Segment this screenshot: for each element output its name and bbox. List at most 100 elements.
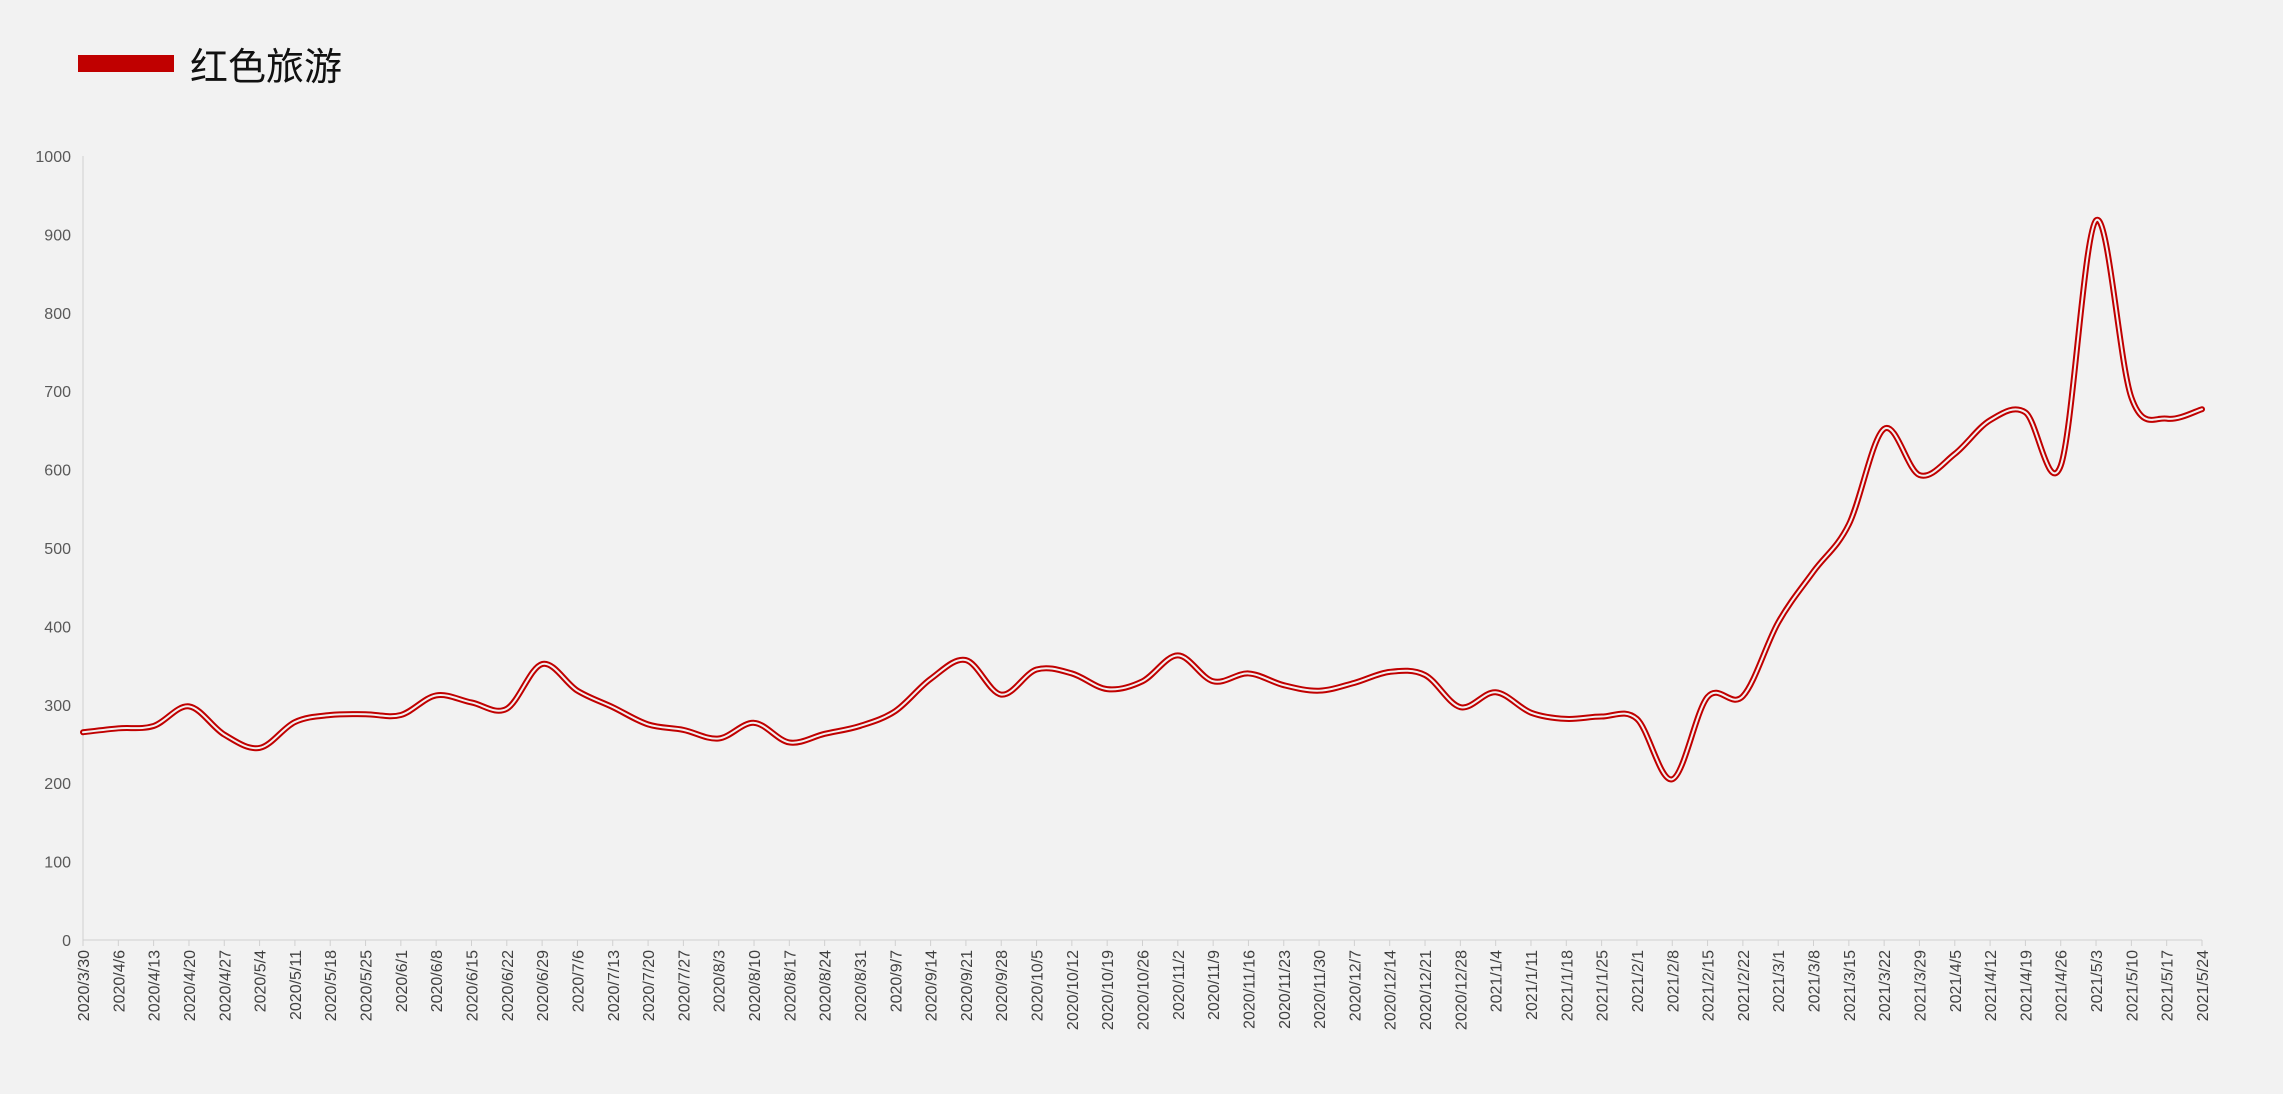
- x-tick-label: 2020/4/6: [111, 950, 128, 1012]
- x-tick-label: 2021/3/22: [1877, 950, 1894, 1021]
- x-tick-label: 2020/7/27: [676, 950, 693, 1021]
- data-point: [363, 711, 369, 717]
- x-tick-label: 2020/6/22: [500, 950, 517, 1021]
- data-point: [1846, 521, 1852, 527]
- x-tick-label: 2020/10/19: [1100, 950, 1117, 1030]
- data-point: [1563, 716, 1569, 722]
- x-tick-label: 2021/2/15: [1701, 950, 1718, 1021]
- y-tick-label: 100: [44, 855, 71, 872]
- data-point: [716, 736, 722, 742]
- x-tick-label: 2020/8/24: [818, 950, 835, 1021]
- data-point: [1493, 689, 1499, 695]
- x-tick-label: 2020/11/9: [1206, 950, 1223, 1020]
- data-point: [1528, 710, 1534, 716]
- data-point: [398, 712, 404, 718]
- x-tick-label: 2021/4/19: [2018, 950, 2035, 1021]
- x-tick-label: 2020/12/14: [1383, 950, 1400, 1030]
- data-point: [892, 708, 898, 714]
- x-tick-label: 2021/2/8: [1665, 950, 1682, 1012]
- data-point: [1069, 670, 1075, 676]
- data-point: [186, 703, 192, 709]
- data-point: [857, 723, 863, 729]
- data-point: [433, 692, 439, 698]
- data-point: [327, 712, 333, 718]
- data-point: [680, 727, 686, 733]
- x-tick-label: 2020/7/20: [641, 950, 658, 1021]
- data-point: [2058, 463, 2064, 469]
- y-tick-label: 700: [44, 384, 71, 401]
- data-point: [1245, 670, 1251, 676]
- data-point: [1916, 472, 1922, 478]
- x-tick-label: 2021/3/1: [1771, 950, 1788, 1012]
- x-tick-label: 2020/5/18: [323, 950, 340, 1021]
- x-tick-label: 2021/5/3: [2089, 950, 2106, 1012]
- data-point: [1281, 682, 1287, 688]
- data-point: [80, 729, 86, 735]
- data-point: [115, 725, 121, 731]
- x-tick-label: 2020/5/4: [253, 950, 270, 1012]
- data-point: [1952, 451, 1958, 457]
- data-point: [1457, 704, 1463, 710]
- data-point: [786, 739, 792, 745]
- y-tick-label: 500: [44, 541, 71, 558]
- x-tick-label: 2020/9/14: [924, 950, 941, 1021]
- data-point: [1881, 426, 1887, 432]
- y-tick-label: 0: [62, 933, 71, 950]
- y-tick-label: 600: [44, 463, 71, 480]
- data-point: [504, 706, 510, 712]
- data-point: [1104, 686, 1110, 692]
- y-tick-label: 200: [44, 776, 71, 793]
- x-tick-label: 2021/4/12: [1983, 950, 2000, 1021]
- y-tick-label: 800: [44, 306, 71, 323]
- x-tick-label: 2021/1/11: [1524, 950, 1541, 1020]
- x-tick-label: 2021/1/18: [1559, 950, 1576, 1021]
- data-point: [2022, 409, 2028, 415]
- y-tick-label: 400: [44, 619, 71, 636]
- data-point: [1634, 716, 1640, 722]
- x-tick-label: 2020/9/7: [888, 950, 905, 1012]
- x-tick-label: 2020/5/11: [288, 950, 305, 1020]
- data-point: [2093, 217, 2099, 223]
- x-tick-label: 2020/3/30: [76, 950, 93, 1021]
- data-point: [2199, 406, 2205, 412]
- x-tick-label: 2020/8/17: [782, 950, 799, 1021]
- x-axis-ticks: 2020/3/30 2020/4/6 2020/4/13 2020/4/20 2020/…: [76, 940, 2212, 1030]
- x-tick-label: 2020/11/23: [1277, 950, 1294, 1029]
- x-tick-label: 2020/4/20: [182, 950, 199, 1021]
- data-point: [574, 688, 580, 694]
- data-point: [292, 719, 298, 725]
- x-tick-label: 2020/5/25: [359, 950, 376, 1021]
- x-tick-label: 2021/3/15: [1842, 950, 1859, 1021]
- x-tick-label: 2020/11/16: [1241, 950, 1258, 1029]
- series-points: [80, 217, 2205, 782]
- y-tick-label: 900: [44, 227, 71, 244]
- x-tick-label: 2021/1/25: [1595, 950, 1612, 1021]
- data-point: [2128, 394, 2134, 400]
- x-tick-label: 2020/7/13: [606, 950, 623, 1021]
- x-tick-label: 2020/11/2: [1171, 950, 1188, 1020]
- x-tick-label: 2020/9/28: [994, 950, 1011, 1021]
- x-tick-label: 2021/2/22: [1736, 950, 1753, 1021]
- x-tick-label: 2020/8/10: [747, 950, 764, 1021]
- data-point: [1351, 680, 1357, 686]
- x-tick-label: 2021/1/4: [1489, 950, 1506, 1012]
- x-tick-label: 2020/4/27: [217, 950, 234, 1021]
- data-point: [998, 692, 1004, 698]
- x-tick-label: 2020/6/29: [535, 950, 552, 1021]
- x-tick-label: 2021/4/5: [1948, 950, 1965, 1012]
- x-tick-label: 2020/10/12: [1065, 950, 1082, 1030]
- data-point: [221, 732, 227, 738]
- data-point: [1210, 678, 1216, 684]
- data-point: [151, 723, 157, 729]
- chart-legend: 红色旅游: [78, 36, 342, 91]
- data-point: [257, 745, 263, 751]
- data-point: [1140, 678, 1146, 684]
- x-tick-label: 2021/2/1: [1630, 950, 1647, 1012]
- x-tick-label: 2020/12/21: [1418, 950, 1435, 1030]
- data-point: [1175, 652, 1181, 658]
- data-point: [539, 661, 545, 667]
- series-line-outer: [80, 217, 2205, 783]
- legend-label: 红色旅游: [190, 45, 343, 89]
- x-tick-label: 2020/12/7: [1347, 950, 1364, 1021]
